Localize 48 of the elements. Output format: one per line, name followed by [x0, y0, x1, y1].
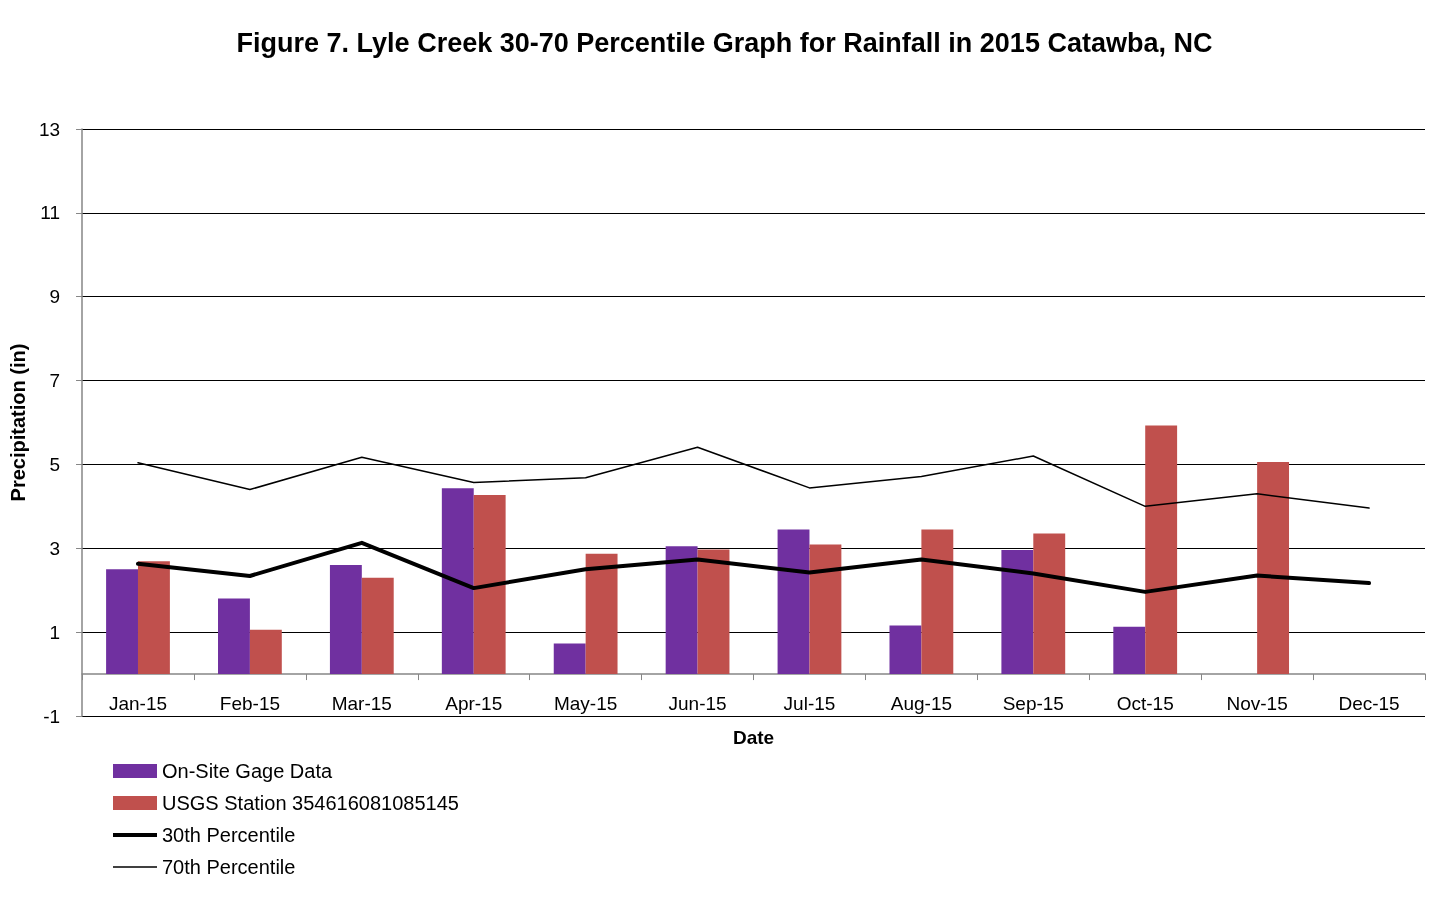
- chart-title: Figure 7. Lyle Creek 30-70 Percentile Graph for Rainfall in 2015 Catawba, NC: [236, 27, 1213, 58]
- legend-label: On-Site Gage Data: [162, 760, 333, 782]
- bar: [585, 553, 618, 675]
- bar: [249, 629, 282, 675]
- y-tick-label: 11: [40, 202, 61, 224]
- x-tick-label: Dec-15: [1338, 693, 1400, 715]
- bar: [441, 488, 474, 675]
- bar: [473, 495, 506, 675]
- bar: [1257, 461, 1290, 675]
- x-tick-label: May-15: [553, 693, 618, 715]
- x-tick-label: Feb-15: [219, 693, 281, 715]
- y-tick-label: 3: [49, 537, 61, 559]
- bar: [1001, 549, 1034, 675]
- bar: [1145, 425, 1178, 675]
- bar: [777, 529, 810, 675]
- bar: [1033, 533, 1066, 675]
- x-tick-label: Oct-15: [1116, 693, 1174, 715]
- y-tick-label: 5: [49, 453, 61, 475]
- y-axis-title: Precipitation (in): [7, 343, 29, 502]
- x-axis-title: Date: [732, 727, 775, 749]
- bar: [553, 643, 586, 675]
- y-tick-label: 9: [49, 286, 61, 308]
- y-tick-label: -1: [43, 705, 61, 727]
- x-tick-label: Mar-15: [331, 693, 392, 715]
- legend-label: 30th Percentile: [162, 824, 296, 846]
- bar: [921, 529, 954, 675]
- x-tick-label: Nov-15: [1226, 693, 1288, 715]
- x-tick-label: Jun-15: [668, 693, 727, 715]
- x-tick-label: Jan-15: [108, 693, 168, 715]
- y-tick-label: 13: [38, 118, 61, 140]
- bar: [889, 625, 922, 675]
- bar: [329, 565, 362, 675]
- bar: [106, 569, 138, 675]
- x-tick-label: Sep-15: [1002, 693, 1064, 715]
- y-tick-label: 1: [49, 621, 61, 643]
- y-tick-label: 7: [49, 370, 61, 392]
- legend-label: USGS Station 354616081085145: [162, 792, 459, 814]
- bar: [697, 549, 730, 675]
- x-tick-label: Jul-15: [783, 693, 836, 715]
- bar: [218, 598, 250, 675]
- bar: [809, 544, 842, 675]
- x-tick-label: Apr-15: [445, 693, 503, 715]
- bar: [137, 561, 170, 675]
- x-tick-label: Aug-15: [890, 693, 953, 715]
- bar: [361, 577, 394, 675]
- bar: [1113, 626, 1146, 675]
- legend-label: 70th Percentile: [162, 856, 296, 878]
- bar: [665, 546, 698, 675]
